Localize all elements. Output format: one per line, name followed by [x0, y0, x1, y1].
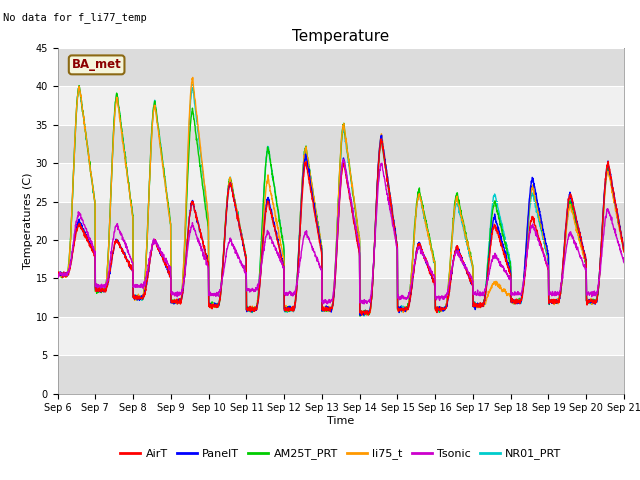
Bar: [58, 202, 624, 240]
Title: Temperature: Temperature: [292, 29, 389, 44]
Bar: [58, 355, 624, 394]
Bar: [58, 278, 624, 317]
Text: No data for f_li77_temp: No data for f_li77_temp: [3, 12, 147, 23]
Bar: [58, 48, 624, 86]
Legend: AirT, PanelT, AM25T_PRT, li75_t, Tsonic, NR01_PRT: AirT, PanelT, AM25T_PRT, li75_t, Tsonic,…: [116, 444, 566, 464]
Bar: [58, 125, 624, 163]
X-axis label: Time: Time: [327, 416, 355, 426]
Text: BA_met: BA_met: [72, 59, 122, 72]
Y-axis label: Temperatures (C): Temperatures (C): [22, 172, 33, 269]
